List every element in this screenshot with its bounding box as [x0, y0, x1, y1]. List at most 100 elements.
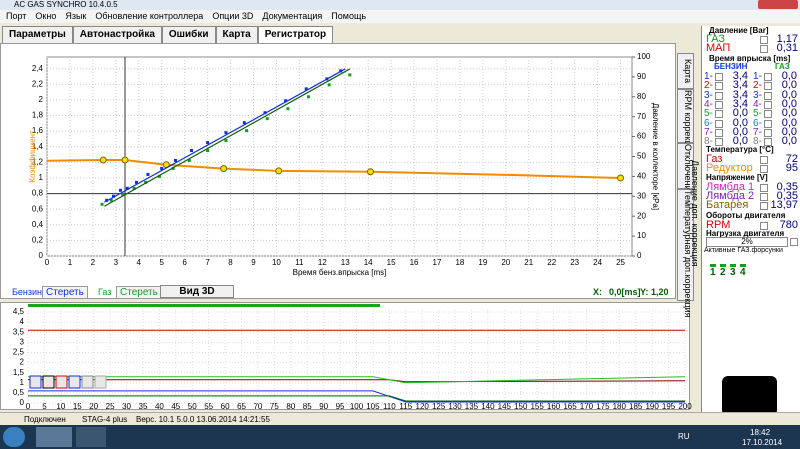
checkbox[interactable]: [764, 73, 772, 81]
y-tick-label: 0: [39, 251, 44, 260]
menu-item[interactable]: Порт: [6, 11, 27, 21]
menu-item[interactable]: Опции 3D: [212, 11, 254, 21]
menu-item[interactable]: Документация: [262, 11, 323, 21]
cursor-readout: Y:: [640, 287, 649, 297]
player-button[interactable]: [29, 375, 42, 389]
tab[interactable]: Карта: [215, 26, 258, 43]
x-tick-label: 120: [416, 402, 430, 411]
scatter-point: [265, 117, 269, 121]
checkbox[interactable]: [715, 110, 723, 119]
side-tab[interactable]: RPM коррекция: [677, 89, 694, 156]
checkbox[interactable]: [715, 119, 723, 128]
checkbox[interactable]: [764, 119, 772, 128]
x-tick-label: 185: [629, 402, 643, 411]
checkbox[interactable]: [715, 73, 723, 81]
checkbox[interactable]: [764, 110, 772, 119]
menu-item[interactable]: Помощь: [331, 11, 367, 21]
side-tab[interactable]: Температурная доп.коррекция: [677, 189, 694, 318]
y-tick-label: 2,5: [13, 348, 25, 357]
checkbox[interactable]: [760, 222, 768, 230]
x-tick-label: 130: [448, 402, 462, 411]
checkbox[interactable]: [760, 165, 768, 173]
checkbox[interactable]: [790, 238, 798, 246]
cyl-index: 2-: [753, 80, 762, 92]
gas-time: 0,0: [781, 79, 797, 92]
x-tick-label: 22: [547, 258, 556, 267]
window-controls[interactable]: [758, 0, 798, 9]
checkbox[interactable]: [764, 138, 772, 147]
x-tick-label: 65: [237, 402, 246, 411]
checkbox[interactable]: [764, 82, 772, 91]
y2-tick-label: 80: [637, 92, 646, 101]
x-tick-label: 6: [182, 258, 187, 267]
taskbar-app[interactable]: [76, 427, 106, 447]
cyl-index: 6-: [704, 117, 713, 129]
checkbox[interactable]: [715, 138, 723, 147]
scatter-point: [307, 95, 311, 99]
tab[interactable]: Ошибки: [161, 26, 216, 43]
player-button[interactable]: [55, 375, 68, 389]
side-tab[interactable]: Отключение: [677, 143, 694, 196]
checkbox[interactable]: [764, 128, 772, 137]
coefficient-point: [121, 156, 129, 164]
x-tick-label: 30: [122, 402, 131, 411]
connection: Подключен: [24, 415, 66, 424]
trend-line: [104, 68, 351, 207]
header: БЕНЗИН: [714, 62, 748, 71]
cursor-readout: X:: [593, 287, 602, 297]
view3d-button[interactable]: Вид 3D: [160, 285, 234, 298]
label: Батарея: [706, 199, 749, 211]
x-tick-label: 60: [221, 402, 230, 411]
x-tick-label: 40: [155, 402, 164, 411]
petrol-time: 3,4: [732, 97, 748, 110]
x-tick-label: 20: [89, 402, 98, 411]
tab[interactable]: Автонастройка: [72, 26, 162, 43]
player-button[interactable]: [42, 375, 55, 389]
checkbox[interactable]: [715, 82, 723, 91]
player-button[interactable]: [68, 375, 81, 389]
status-bar: Подключен STAG-4 plus Верс. 10.1 5.0.0 1…: [0, 412, 800, 426]
checkbox[interactable]: [760, 156, 768, 164]
section-title: Температура [°C]: [706, 145, 774, 154]
x-tick-label: 10: [272, 258, 281, 267]
checkbox[interactable]: [760, 184, 768, 192]
x-tick-label: 4: [137, 258, 142, 267]
taskbar-app[interactable]: [36, 427, 72, 447]
date: 17.10.2014: [742, 438, 783, 447]
player-button[interactable]: [81, 375, 94, 389]
label: Редуктор: [706, 162, 753, 174]
menu-item[interactable]: Окно: [35, 11, 57, 21]
clear-button[interactable]: Стереть: [116, 286, 162, 299]
side-tab[interactable]: Карта: [677, 53, 694, 89]
checkbox[interactable]: [760, 202, 768, 210]
scatter-point: [146, 172, 150, 176]
checkbox[interactable]: [760, 45, 768, 53]
y2-tick-label: 90: [637, 72, 646, 81]
status-panel: Давление [Bar] ГАЗ 1,17 МАП 0,31 Время впрыск…: [701, 26, 800, 425]
checkbox[interactable]: [715, 91, 723, 100]
side-tab[interactable]: Давление доп. коррекция: [690, 160, 700, 267]
y-tick-label: 1,6: [32, 126, 44, 135]
y2-tick-label: 0: [637, 251, 642, 260]
y-tick-label: 1,2: [32, 157, 44, 166]
checkbox[interactable]: [764, 91, 772, 100]
checkbox[interactable]: [760, 36, 768, 44]
checkbox[interactable]: [715, 100, 723, 109]
checkbox[interactable]: [760, 193, 768, 201]
y-tick-label: 0,8: [32, 189, 44, 198]
checkbox[interactable]: [715, 128, 723, 137]
x-tick-label: 23: [570, 258, 579, 267]
tab[interactable]: Регистратор: [257, 26, 334, 43]
clear-button[interactable]: Стереть: [42, 286, 88, 299]
tab[interactable]: Параметры: [2, 26, 73, 43]
taskbar: RU 18:42 17.10.2014: [0, 425, 800, 449]
x-tick-label: 50: [188, 402, 197, 411]
player-button[interactable]: [94, 375, 107, 389]
menu-item[interactable]: Обновление контроллера: [95, 11, 204, 21]
gas-time: 0,0: [781, 70, 797, 82]
menu-item[interactable]: Язык: [65, 11, 87, 21]
checkbox[interactable]: [764, 100, 772, 109]
start-button[interactable]: [3, 427, 25, 447]
x-tick-label: 180: [613, 402, 627, 411]
y-tick-label: 0,6: [32, 204, 44, 213]
